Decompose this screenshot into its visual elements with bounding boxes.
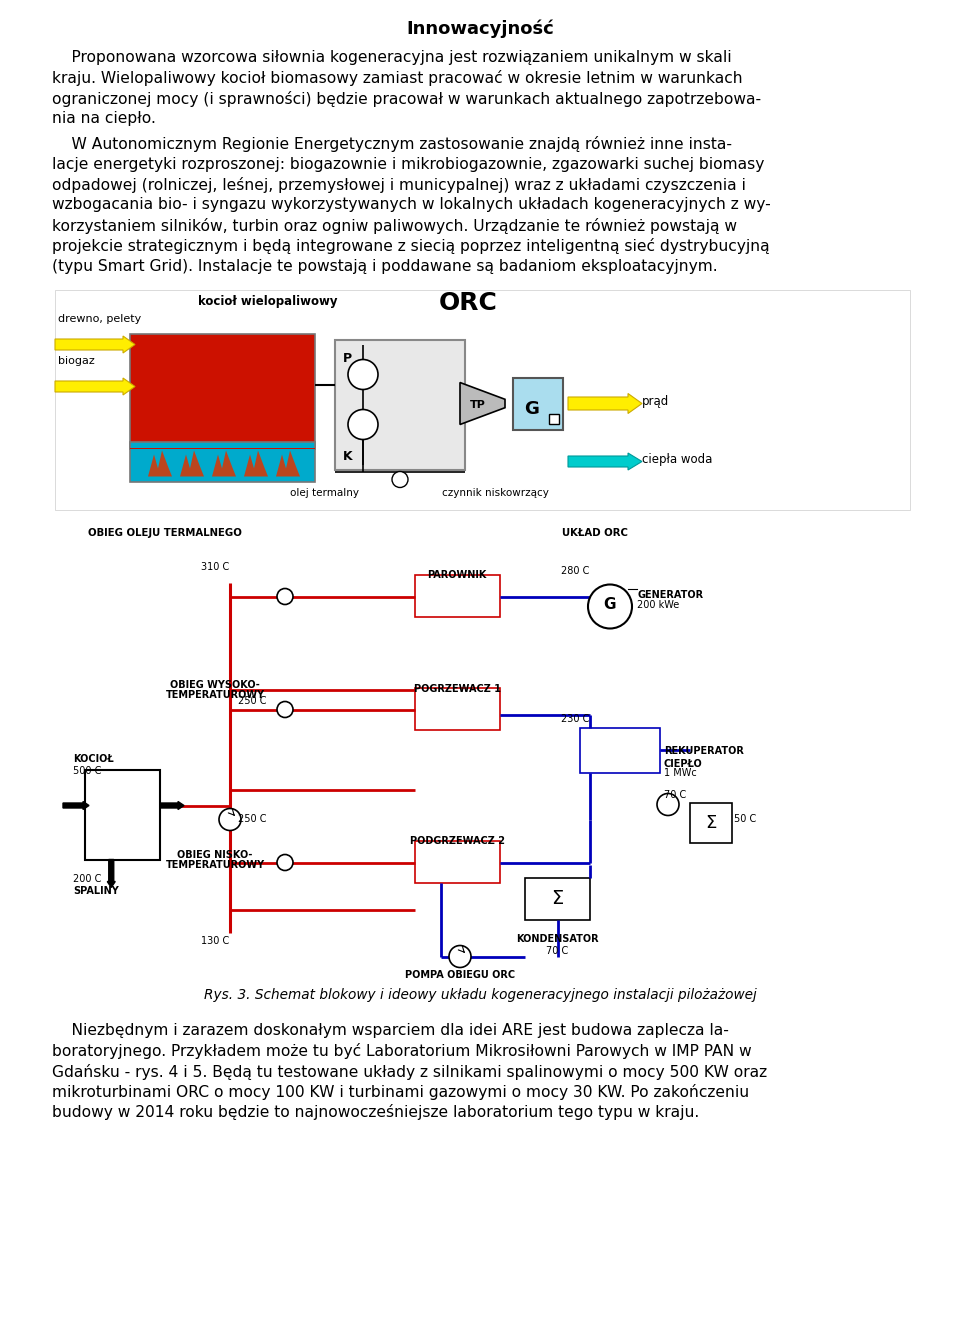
Circle shape — [449, 946, 471, 967]
Polygon shape — [148, 451, 172, 477]
Text: K: K — [343, 449, 352, 462]
Text: Σ: Σ — [706, 814, 717, 832]
FancyArrow shape — [568, 453, 642, 470]
Text: biogaz: biogaz — [58, 356, 95, 367]
Text: 130 C: 130 C — [201, 937, 229, 946]
Text: OBIEG OLEJU TERMALNEGO: OBIEG OLEJU TERMALNEGO — [88, 529, 242, 538]
Text: 70 C: 70 C — [546, 946, 568, 955]
Text: G: G — [604, 598, 616, 612]
Text: odpadowej (rolniczej, leśnej, przemysłowej i municypalnej) wraz z układami czysz: odpadowej (rolniczej, leśnej, przemysłow… — [52, 178, 746, 193]
FancyArrow shape — [108, 860, 115, 888]
Text: 230 C: 230 C — [561, 714, 589, 725]
Text: POMPA OBIEGU ORC: POMPA OBIEGU ORC — [405, 970, 516, 979]
Text: GENERATOR: GENERATOR — [637, 590, 703, 599]
Bar — [525, 877, 590, 920]
Circle shape — [277, 855, 293, 871]
Circle shape — [277, 701, 293, 718]
Text: TEMPERATUROWY: TEMPERATUROWY — [165, 860, 265, 871]
Circle shape — [348, 359, 378, 390]
Text: prąd: prąd — [642, 395, 669, 408]
Polygon shape — [244, 451, 268, 477]
Bar — [55, 289, 910, 510]
Text: KONDENSATOR: KONDENSATOR — [516, 934, 599, 943]
Text: OBIEG NISKO-: OBIEG NISKO- — [178, 849, 252, 860]
Text: G: G — [524, 400, 540, 417]
FancyArrow shape — [160, 802, 184, 810]
Text: PODGRZEWACZ 2: PODGRZEWACZ 2 — [410, 836, 505, 847]
Text: mikroturbinami ORC o mocy 100 KW i turbinami gazowymi o mocy 30 KW. Po zakończen: mikroturbinami ORC o mocy 100 KW i turbi… — [52, 1084, 749, 1100]
Bar — [415, 840, 500, 882]
Text: projekcie strategicznym i będą integrowane z siecią poprzez inteligentną sieć dy: projekcie strategicznym i będą integrowa… — [52, 238, 770, 254]
Bar — [690, 803, 732, 843]
Text: Proponowana wzorcowa siłownia kogeneracyjna jest rozwiązaniem unikalnym w skali: Proponowana wzorcowa siłownia kogeneracy… — [52, 50, 732, 65]
Text: REKUPERATOR: REKUPERATOR — [664, 746, 744, 755]
Text: Rys. 3. Schemat blokowy i ideowy układu kogeneracyjnego instalacji pilożażowej: Rys. 3. Schemat blokowy i ideowy układu … — [204, 988, 756, 1003]
Text: P: P — [343, 351, 352, 364]
Circle shape — [348, 409, 378, 440]
Text: ciepła woda: ciepła woda — [642, 453, 712, 466]
Text: (typu Smart Grid). Instalacje te powstają i poddawane są badaniom eksploatacyjny: (typu Smart Grid). Instalacje te powstaj… — [52, 258, 718, 274]
Text: czynnik niskowrzący: czynnik niskowrzący — [442, 488, 548, 497]
Text: 1 MWc: 1 MWc — [664, 768, 697, 778]
Bar — [415, 575, 500, 616]
Text: ograniczonej mocy (i sprawności) będzie pracował w warunkach aktualnego zapotrze: ograniczonej mocy (i sprawności) będzie … — [52, 91, 761, 107]
Text: SPALINY: SPALINY — [73, 885, 119, 896]
Text: korzystaniem silników, turbin oraz ogniw paliwowych. Urządzanie te również powst: korzystaniem silników, turbin oraz ogniw… — [52, 219, 737, 235]
Text: olej termalny: olej termalny — [291, 488, 359, 497]
Text: drewno, pelety: drewno, pelety — [58, 314, 141, 325]
FancyArrow shape — [568, 394, 642, 413]
Text: nia na ciepło.: nia na ciepło. — [52, 111, 156, 126]
Polygon shape — [180, 451, 204, 477]
Circle shape — [392, 472, 408, 488]
Bar — [415, 688, 500, 730]
Text: TP: TP — [470, 400, 486, 411]
Text: 280 C: 280 C — [561, 567, 589, 576]
Text: ORC: ORC — [439, 292, 497, 315]
Text: kraju. Wielopaliwowy kocioł biomasowy zamiast pracować w okresie letnim w warunk: kraju. Wielopaliwowy kocioł biomasowy za… — [52, 70, 743, 86]
Polygon shape — [276, 451, 300, 477]
Bar — [549, 413, 559, 424]
Text: 250 C: 250 C — [238, 697, 267, 706]
Text: lacje energetyki rozproszonej: biogazownie i mikrobiogazownie, zgazowarki suchej: lacje energetyki rozproszonej: biogazown… — [52, 156, 764, 171]
Text: 500 C: 500 C — [73, 766, 102, 776]
Text: Innowacyjność: Innowacyjność — [406, 20, 554, 38]
Text: PAROWNIK: PAROWNIK — [427, 571, 487, 580]
Text: TEMPERATUROWY: TEMPERATUROWY — [165, 690, 265, 701]
Text: budowy w 2014 roku będzie to najnowocześniejsze laboratorium tego typu w kraju.: budowy w 2014 roku będzie to najnowocześ… — [52, 1105, 699, 1121]
Text: Niezbędnym i zarazem doskonałym wsparciem dla idei ARE jest budowa zaplecza la-: Niezbędnym i zarazem doskonałym wsparcie… — [52, 1023, 729, 1037]
Circle shape — [657, 794, 679, 815]
Bar — [130, 441, 315, 481]
Text: 200 C: 200 C — [73, 873, 102, 884]
Text: Σ: Σ — [551, 889, 564, 908]
Text: 70 C: 70 C — [664, 791, 686, 800]
FancyArrow shape — [55, 337, 135, 352]
Text: OBIEG WYSOKO-: OBIEG WYSOKO- — [170, 680, 260, 689]
Circle shape — [588, 584, 632, 628]
Text: wzbogacania bio- i syngazu wykorzystywanych w lokalnych układach kogeneracyjnych: wzbogacania bio- i syngazu wykorzystywan… — [52, 197, 771, 212]
Bar — [580, 727, 660, 772]
Text: boratoryjnego. Przykładem może tu być Laboratorium Mikrosiłowni Parowych w IMP P: boratoryjnego. Przykładem może tu być La… — [52, 1043, 752, 1059]
Bar — [335, 339, 465, 469]
Bar — [130, 334, 315, 449]
Text: KOCIOŁ: KOCIOŁ — [73, 754, 113, 765]
Text: 200 kWe: 200 kWe — [637, 599, 680, 610]
Circle shape — [277, 588, 293, 604]
FancyArrow shape — [63, 802, 89, 810]
Circle shape — [219, 808, 241, 831]
Polygon shape — [212, 451, 236, 477]
Text: 50 C: 50 C — [734, 815, 756, 824]
Text: UKŁAD ORC: UKŁAD ORC — [562, 529, 628, 538]
Text: 310 C: 310 C — [201, 563, 229, 572]
FancyArrow shape — [55, 378, 135, 395]
Bar — [85, 770, 160, 860]
Text: CIEPŁO: CIEPŁO — [664, 759, 703, 768]
Text: W Autonomicznym Regionie Energetycznym zastosowanie znajdą również inne insta-: W Autonomicznym Regionie Energetycznym z… — [52, 136, 732, 152]
Text: Gdańsku - rys. 4 i 5. Będą tu testowane układy z silnikami spalinowymi o mocy 50: Gdańsku - rys. 4 i 5. Będą tu testowane … — [52, 1064, 767, 1080]
FancyArrow shape — [396, 488, 403, 504]
Polygon shape — [460, 383, 505, 424]
Text: kocioł wielopaliwowy: kocioł wielopaliwowy — [199, 294, 338, 307]
Text: 250 C: 250 C — [238, 815, 267, 824]
Text: POGRZEWACZ 1: POGRZEWACZ 1 — [414, 684, 500, 693]
Bar — [513, 378, 563, 429]
